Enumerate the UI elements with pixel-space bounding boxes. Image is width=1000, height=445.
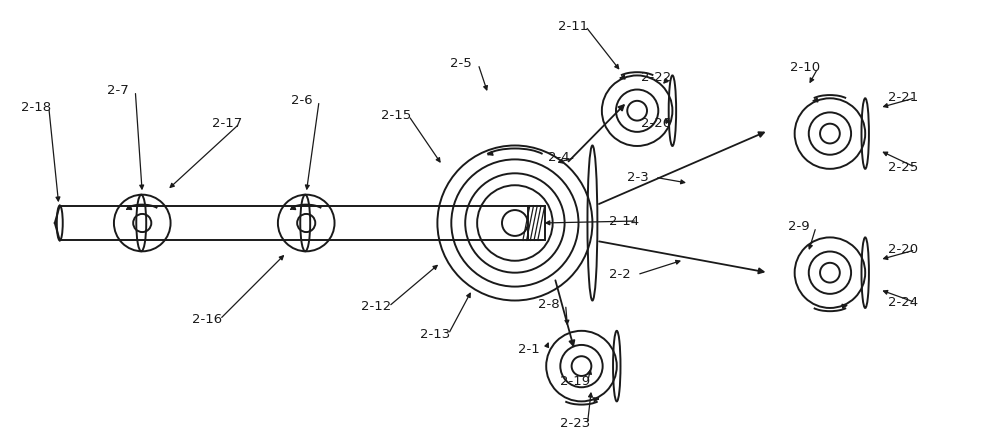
- Text: 2-10: 2-10: [790, 61, 820, 74]
- Text: 2-9: 2-9: [788, 220, 810, 234]
- Text: 2-19: 2-19: [560, 376, 590, 388]
- Text: 2-16: 2-16: [192, 313, 222, 326]
- Text: 2-15: 2-15: [381, 109, 411, 122]
- Text: 2-14: 2-14: [609, 214, 639, 227]
- Text: 2-13: 2-13: [420, 328, 451, 341]
- Text: 2-17: 2-17: [212, 117, 242, 130]
- Text: 2-4: 2-4: [548, 151, 569, 164]
- Text: 2-2: 2-2: [609, 268, 631, 281]
- Text: 2-6: 2-6: [291, 94, 313, 107]
- Text: 2-24: 2-24: [888, 296, 918, 309]
- Text: 2-11: 2-11: [558, 20, 588, 33]
- Text: 2-5: 2-5: [450, 57, 472, 70]
- Text: 2-21: 2-21: [888, 91, 918, 104]
- Text: 2-20: 2-20: [888, 243, 918, 256]
- Text: 2-18: 2-18: [21, 101, 51, 114]
- Text: 2-22: 2-22: [641, 71, 671, 85]
- Text: 2-25: 2-25: [888, 161, 918, 174]
- Text: 2-26: 2-26: [641, 117, 671, 130]
- Text: 2-12: 2-12: [361, 300, 391, 313]
- Text: 2-7: 2-7: [107, 84, 129, 97]
- Text: 2-3: 2-3: [627, 171, 649, 184]
- Text: 2-8: 2-8: [538, 298, 559, 311]
- Text: 2-1: 2-1: [518, 343, 540, 356]
- Bar: [528, 206, 545, 240]
- Text: 2-23: 2-23: [560, 417, 590, 430]
